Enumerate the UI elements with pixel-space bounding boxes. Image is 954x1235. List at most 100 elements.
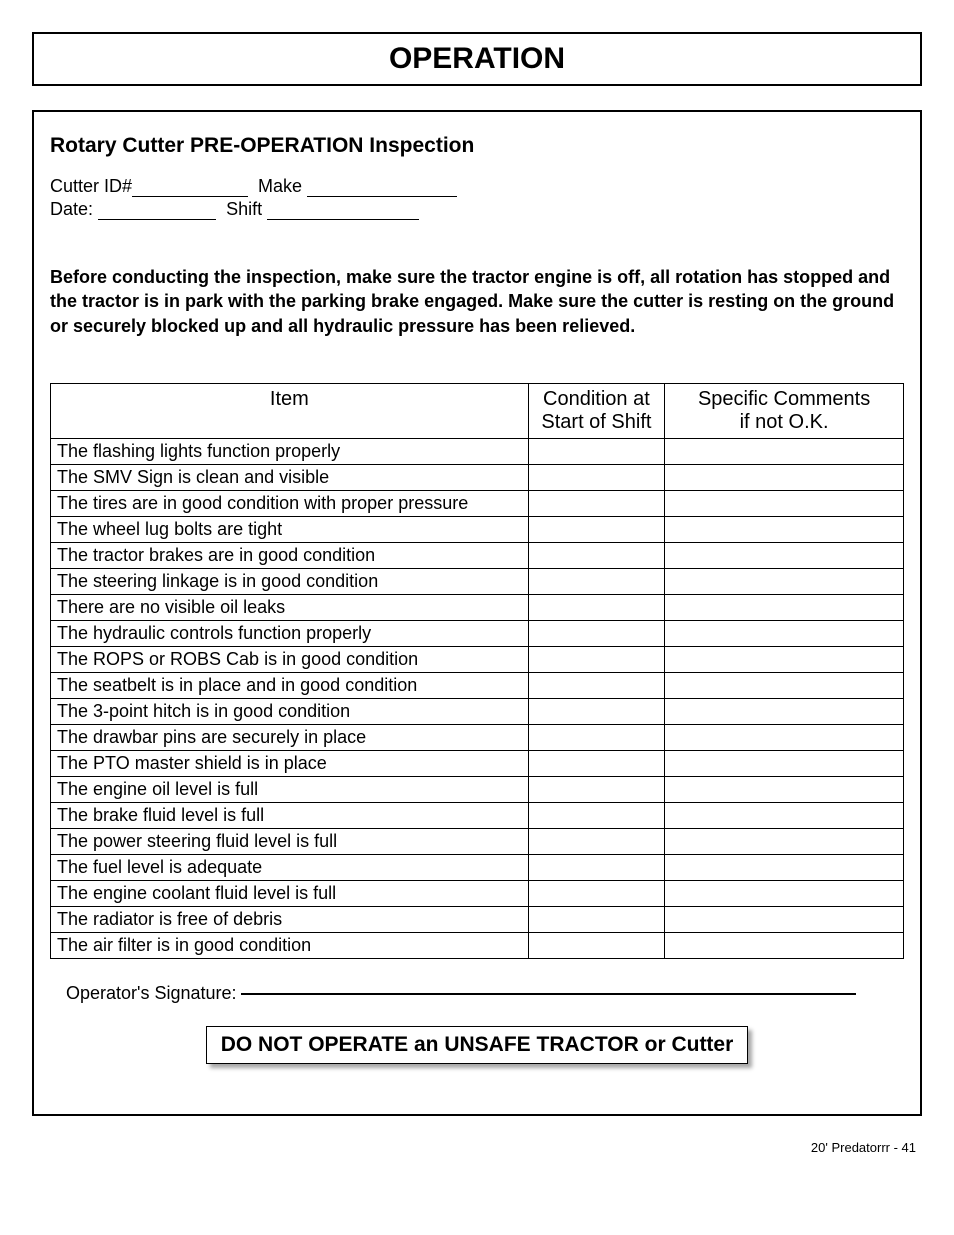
- condition-cell[interactable]: [528, 568, 664, 594]
- item-cell: The steering linkage is in good conditio…: [51, 568, 529, 594]
- item-cell: The radiator is free of debris: [51, 906, 529, 932]
- condition-cell[interactable]: [528, 594, 664, 620]
- comments-cell[interactable]: [665, 672, 904, 698]
- col-condition: Condition atStart of Shift: [528, 383, 664, 438]
- make-label: Make: [258, 176, 302, 196]
- table-row: The drawbar pins are securely in place: [51, 724, 904, 750]
- comments-cell[interactable]: [665, 776, 904, 802]
- comments-cell[interactable]: [665, 724, 904, 750]
- table-row: The seatbelt is in place and in good con…: [51, 672, 904, 698]
- table-row: The tractor brakes are in good condition: [51, 542, 904, 568]
- shift-label: Shift: [226, 199, 262, 219]
- condition-cell[interactable]: [528, 828, 664, 854]
- condition-cell[interactable]: [528, 620, 664, 646]
- condition-cell[interactable]: [528, 932, 664, 958]
- condition-cell[interactable]: [528, 698, 664, 724]
- item-cell: The power steering fluid level is full: [51, 828, 529, 854]
- page-footer: 20' Predatorrr - 41: [32, 1140, 922, 1155]
- table-row: The engine coolant fluid level is full: [51, 880, 904, 906]
- item-cell: The ROPS or ROBS Cab is in good conditio…: [51, 646, 529, 672]
- condition-cell[interactable]: [528, 802, 664, 828]
- table-row: The PTO master shield is in place: [51, 750, 904, 776]
- table-row: The radiator is free of debris: [51, 906, 904, 932]
- cutter-id-blank[interactable]: [132, 196, 248, 197]
- table-row: The SMV Sign is clean and visible: [51, 464, 904, 490]
- comments-cell[interactable]: [665, 854, 904, 880]
- condition-cell[interactable]: [528, 880, 664, 906]
- comments-cell[interactable]: [665, 594, 904, 620]
- comments-cell[interactable]: [665, 698, 904, 724]
- condition-cell[interactable]: [528, 854, 664, 880]
- comments-cell[interactable]: [665, 568, 904, 594]
- table-row: The air filter is in good condition: [51, 932, 904, 958]
- condition-cell[interactable]: [528, 542, 664, 568]
- table-row: The power steering fluid level is full: [51, 828, 904, 854]
- date-blank[interactable]: [98, 219, 216, 220]
- comments-cell[interactable]: [665, 906, 904, 932]
- condition-cell[interactable]: [528, 646, 664, 672]
- condition-cell[interactable]: [528, 672, 664, 698]
- item-cell: The tires are in good condition with pro…: [51, 490, 529, 516]
- table-row: There are no visible oil leaks: [51, 594, 904, 620]
- header-box: OPERATION: [32, 32, 922, 86]
- comments-cell[interactable]: [665, 750, 904, 776]
- meta-line-2: Date: Shift: [50, 199, 904, 220]
- table-row: The engine oil level is full: [51, 776, 904, 802]
- table-row: The hydraulic controls function properly: [51, 620, 904, 646]
- condition-cell[interactable]: [528, 464, 664, 490]
- condition-cell[interactable]: [528, 516, 664, 542]
- condition-cell[interactable]: [528, 724, 664, 750]
- main-content-box: Rotary Cutter PRE-OPERATION Inspection C…: [32, 110, 922, 1116]
- item-cell: The engine coolant fluid level is full: [51, 880, 529, 906]
- item-cell: The fuel level is adequate: [51, 854, 529, 880]
- item-cell: The tractor brakes are in good condition: [51, 542, 529, 568]
- condition-cell[interactable]: [528, 438, 664, 464]
- comments-cell[interactable]: [665, 516, 904, 542]
- table-row: The 3-point hitch is in good condition: [51, 698, 904, 724]
- table-row: The ROPS or ROBS Cab is in good conditio…: [51, 646, 904, 672]
- condition-cell[interactable]: [528, 906, 664, 932]
- condition-cell[interactable]: [528, 750, 664, 776]
- signature-line: Operator's Signature:: [50, 983, 904, 1004]
- item-cell: The air filter is in good condition: [51, 932, 529, 958]
- date-label: Date:: [50, 199, 93, 219]
- item-cell: The hydraulic controls function properly: [51, 620, 529, 646]
- comments-cell[interactable]: [665, 542, 904, 568]
- make-blank[interactable]: [307, 196, 457, 197]
- section-title: Rotary Cutter PRE-OPERATION Inspection: [50, 134, 904, 158]
- comments-cell[interactable]: [665, 828, 904, 854]
- warning-paragraph: Before conducting the inspection, make s…: [50, 265, 904, 338]
- meta-line-1: Cutter ID# Make: [50, 176, 904, 197]
- inspection-table: Item Condition atStart of Shift Specific…: [50, 383, 904, 959]
- item-cell: The flashing lights function properly: [51, 438, 529, 464]
- condition-cell[interactable]: [528, 776, 664, 802]
- comments-cell[interactable]: [665, 490, 904, 516]
- comments-cell[interactable]: [665, 802, 904, 828]
- item-cell: The seatbelt is in place and in good con…: [51, 672, 529, 698]
- table-body: The flashing lights function properlyThe…: [51, 438, 904, 958]
- comments-cell[interactable]: [665, 880, 904, 906]
- comments-cell[interactable]: [665, 646, 904, 672]
- col-comments: Specific Commentsif not O.K.: [665, 383, 904, 438]
- table-row: The wheel lug bolts are tight: [51, 516, 904, 542]
- table-row: The flashing lights function properly: [51, 438, 904, 464]
- condition-cell[interactable]: [528, 490, 664, 516]
- table-row: The tires are in good condition with pro…: [51, 490, 904, 516]
- item-cell: The drawbar pins are securely in place: [51, 724, 529, 750]
- comments-cell[interactable]: [665, 438, 904, 464]
- shift-blank[interactable]: [267, 219, 419, 220]
- comments-cell[interactable]: [665, 620, 904, 646]
- table-row: The steering linkage is in good conditio…: [51, 568, 904, 594]
- signature-label: Operator's Signature:: [66, 983, 237, 1003]
- item-cell: The engine oil level is full: [51, 776, 529, 802]
- table-header-row: Item Condition atStart of Shift Specific…: [51, 383, 904, 438]
- item-cell: The brake fluid level is full: [51, 802, 529, 828]
- cutter-id-label: Cutter ID#: [50, 176, 132, 196]
- comments-cell[interactable]: [665, 464, 904, 490]
- comments-cell[interactable]: [665, 932, 904, 958]
- do-not-operate-box: DO NOT OPERATE an UNSAFE TRACTOR or Cutt…: [206, 1026, 749, 1064]
- item-cell: The SMV Sign is clean and visible: [51, 464, 529, 490]
- page-title: OPERATION: [34, 42, 920, 76]
- item-cell: There are no visible oil leaks: [51, 594, 529, 620]
- signature-blank[interactable]: [241, 993, 856, 995]
